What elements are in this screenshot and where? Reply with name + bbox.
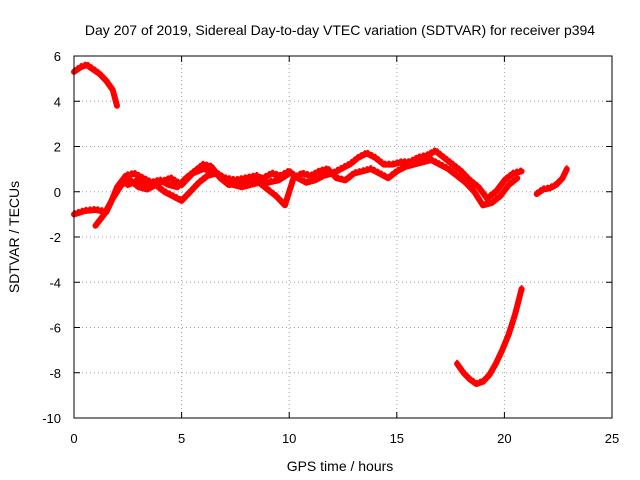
- x-axis-label: GPS time / hours: [287, 458, 394, 474]
- series-arc-late-marker-band: [535, 165, 568, 192]
- series-arc-main-c-marker-band: [126, 165, 291, 186]
- x-tick-label: 25: [605, 431, 619, 446]
- x-tick-label: 20: [497, 431, 511, 446]
- y-tick-label: 2: [54, 140, 61, 155]
- series-arc-low-marker-band: [456, 285, 523, 383]
- y-tick-label: 0: [54, 185, 61, 200]
- x-tick-label: 0: [70, 431, 77, 446]
- y-tick-label: -8: [49, 366, 61, 381]
- series-arc-low: [454, 286, 525, 388]
- y-tick-labels: -10 -8 -6 -4 -2 0 2 4 6: [42, 49, 61, 426]
- tick-marks: [73, 55, 613, 419]
- series-arc-late: [533, 166, 570, 197]
- y-tick-label: 6: [54, 49, 61, 64]
- series-layer: [71, 61, 570, 388]
- y-tick-label: -6: [49, 321, 61, 336]
- x-tick-label: 15: [390, 431, 404, 446]
- y-tick-label: 4: [54, 94, 61, 109]
- series-arc-main-b-marker-band: [94, 156, 519, 224]
- y-tick-label: -10: [42, 411, 61, 426]
- series-arc-high: [71, 62, 120, 109]
- y-tick-label: -4: [49, 275, 61, 290]
- x-tick-label: 10: [282, 431, 296, 446]
- x-tick-label: 5: [178, 431, 185, 446]
- series-arc-main-c: [124, 166, 293, 191]
- series-arc-high-marker-band: [73, 61, 118, 104]
- x-tick-labels: 0 5 10 15 20 25: [70, 431, 619, 446]
- y-tick-label: -2: [49, 230, 61, 245]
- y-axis-label: SDTVAR / TECUs: [6, 181, 22, 293]
- series-arc-main-b: [92, 157, 521, 229]
- grid: [74, 56, 612, 418]
- chart-title: Day 207 of 2019, Sidereal Day-to-day VTE…: [85, 22, 595, 38]
